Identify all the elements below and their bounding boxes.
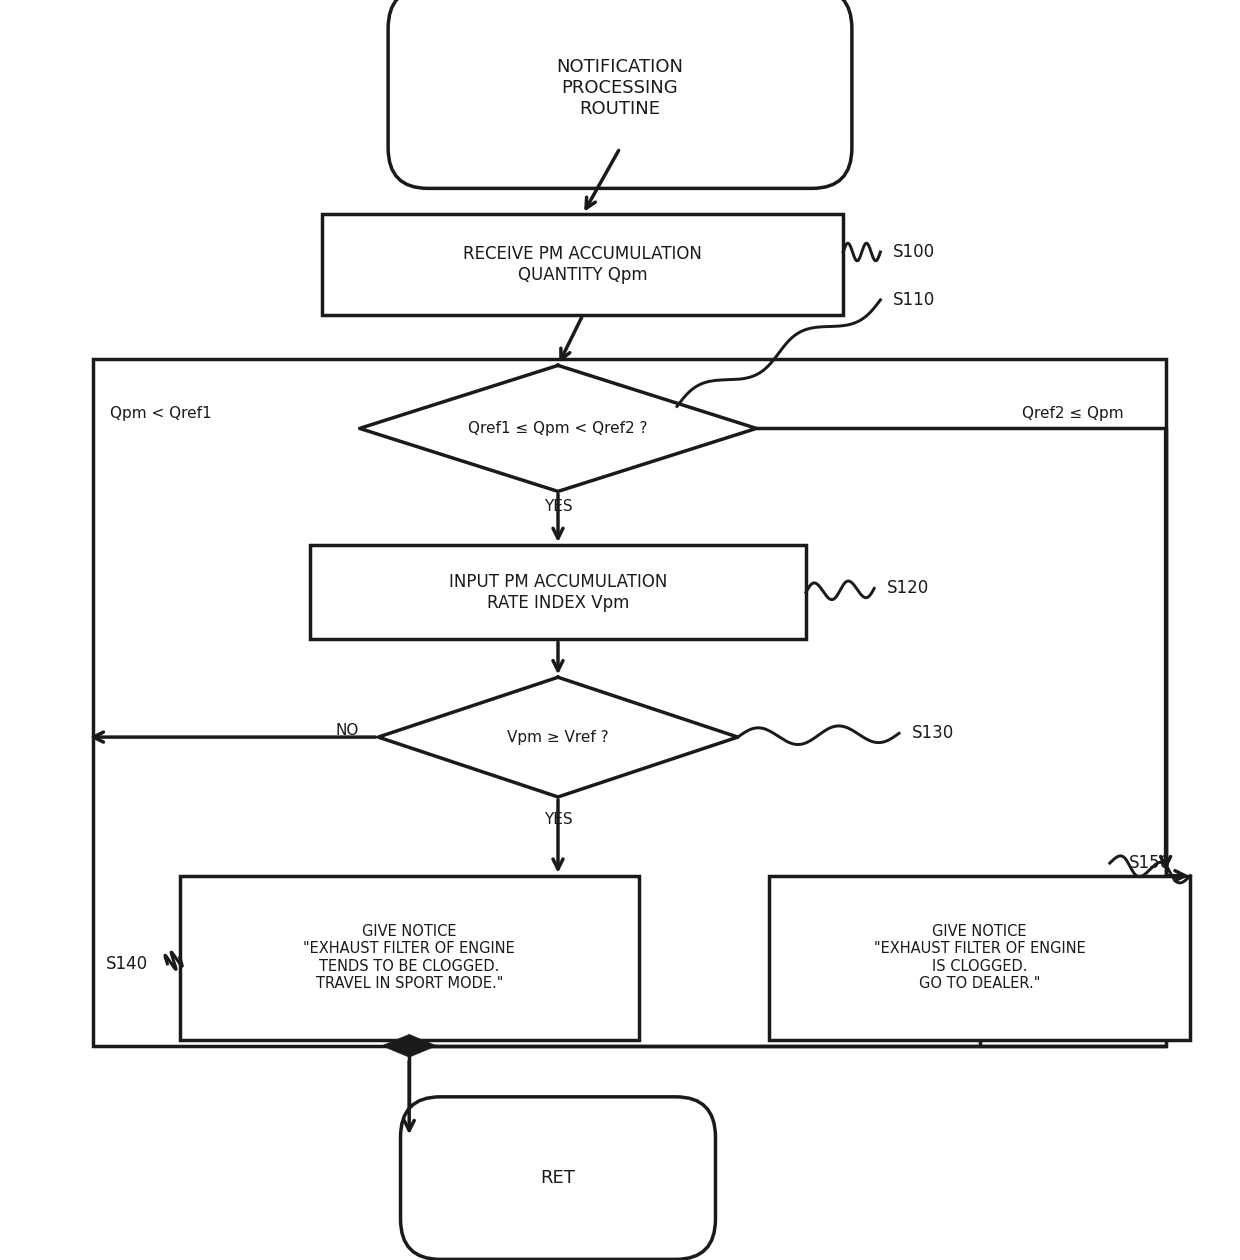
Polygon shape — [382, 1034, 409, 1057]
Bar — [769, 876, 1190, 1040]
Text: S140: S140 — [105, 955, 148, 973]
Text: NOTIFICATION
PROCESSING
ROUTINE: NOTIFICATION PROCESSING ROUTINE — [557, 58, 683, 118]
Text: Vpm ≥ Vref ?: Vpm ≥ Vref ? — [507, 730, 609, 745]
Text: INPUT PM ACCUMULATION
RATE INDEX Vpm: INPUT PM ACCUMULATION RATE INDEX Vpm — [449, 573, 667, 611]
Polygon shape — [409, 1034, 436, 1057]
Text: S150: S150 — [1128, 854, 1171, 872]
Text: S110: S110 — [893, 291, 935, 309]
Text: RET: RET — [541, 1169, 575, 1187]
Text: NO: NO — [336, 723, 358, 738]
Text: Qpm < Qref1: Qpm < Qref1 — [110, 406, 212, 421]
FancyBboxPatch shape — [388, 0, 852, 188]
Bar — [310, 544, 806, 639]
Text: Qref1 ≤ Qpm < Qref2 ?: Qref1 ≤ Qpm < Qref2 ? — [469, 421, 647, 436]
FancyBboxPatch shape — [401, 1096, 715, 1260]
Bar — [180, 876, 639, 1040]
Text: S130: S130 — [911, 724, 954, 742]
Bar — [93, 359, 1166, 1046]
Bar — [322, 214, 843, 315]
Text: S100: S100 — [893, 243, 935, 261]
Text: S120: S120 — [887, 580, 929, 597]
Polygon shape — [360, 365, 756, 491]
Text: GIVE NOTICE
"EXHAUST FILTER OF ENGINE
IS CLOGGED.
GO TO DEALER.": GIVE NOTICE "EXHAUST FILTER OF ENGINE IS… — [874, 924, 1085, 992]
Text: RECEIVE PM ACCUMULATION
QUANTITY Qpm: RECEIVE PM ACCUMULATION QUANTITY Qpm — [464, 246, 702, 284]
Polygon shape — [378, 678, 738, 798]
Text: Qref2 ≤ Qpm: Qref2 ≤ Qpm — [1022, 406, 1123, 421]
Text: GIVE NOTICE
"EXHAUST FILTER OF ENGINE
TENDS TO BE CLOGGED.
TRAVEL IN SPORT MODE.: GIVE NOTICE "EXHAUST FILTER OF ENGINE TE… — [304, 924, 515, 992]
Text: YES: YES — [543, 499, 573, 514]
Text: YES: YES — [543, 811, 573, 827]
